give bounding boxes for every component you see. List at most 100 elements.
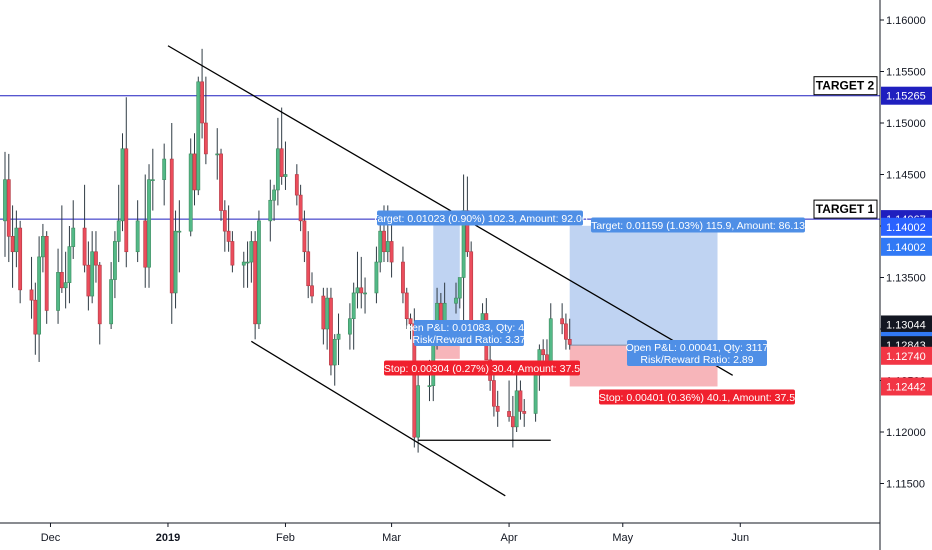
x-tick-label: Apr xyxy=(501,532,518,544)
x-tick-label: Feb xyxy=(276,532,295,544)
candle-body xyxy=(222,210,227,232)
candle-body xyxy=(359,287,364,294)
candle-body xyxy=(329,297,333,366)
x-tick-label: 2019 xyxy=(156,532,180,544)
candle-body xyxy=(90,251,95,297)
candle-body xyxy=(59,272,64,289)
candle-body xyxy=(109,279,114,325)
candle-body xyxy=(355,287,360,294)
candle-body xyxy=(336,333,341,340)
position2-stop-label-box xyxy=(599,389,795,405)
candle-body xyxy=(200,81,204,124)
y-tick-label: 1.15000 xyxy=(886,118,926,130)
position1-stop-label: Stop: 0.00304 (0.27%) 30.4, Amount: 37.5 xyxy=(384,363,580,375)
position1-open-label-box xyxy=(414,320,524,346)
position2-stop-label: Stop: 0.00401 (0.36%) 40.1, Amount: 37.5 xyxy=(599,392,795,404)
candle-body xyxy=(241,261,246,266)
price-badge xyxy=(881,346,932,365)
y-tick-label: 1.16000 xyxy=(886,15,926,27)
candle-body xyxy=(173,230,178,294)
price-badge xyxy=(881,315,932,334)
candle-body xyxy=(14,227,19,253)
position2-target-label: Target: 0.01159 (1.03%) 115.9, Amount: 8… xyxy=(591,220,805,232)
candle-body xyxy=(40,236,45,258)
candle-body xyxy=(332,338,337,366)
position-labels: Target: 0.01023 (0.90%) 102.3, Amount: 9… xyxy=(372,76,878,405)
candle-body xyxy=(3,179,7,222)
candle-body xyxy=(56,272,60,311)
candle-body xyxy=(230,241,235,266)
candle-body xyxy=(507,411,511,417)
price-badge-label: 1.14002 xyxy=(886,242,926,254)
position1-target-label: Target: 0.01023 (0.90%) 102.3, Amount: 9… xyxy=(372,213,588,225)
candle-body xyxy=(294,174,299,196)
candle-body xyxy=(275,148,280,191)
candle-body xyxy=(302,220,307,253)
target-label-box xyxy=(813,76,878,96)
candle-body xyxy=(169,158,174,294)
price-badge-label: 1.14002 xyxy=(886,222,926,234)
candle-body xyxy=(143,220,148,268)
candle-body xyxy=(298,194,303,222)
price-badge xyxy=(881,217,932,236)
candle-body xyxy=(67,246,72,283)
price-badge-label: 1.12442 xyxy=(886,381,926,393)
candle-body xyxy=(113,241,117,280)
y-tick-label: 1.14500 xyxy=(886,170,926,182)
candle-body xyxy=(120,148,125,222)
candle-body xyxy=(219,153,223,211)
candle-body xyxy=(310,285,314,297)
candle-body xyxy=(564,323,568,340)
candle-body xyxy=(541,349,546,356)
candle-body xyxy=(44,236,49,311)
candle-body xyxy=(71,227,76,247)
candle-body xyxy=(215,153,220,156)
candle-body xyxy=(135,220,140,253)
candle-body xyxy=(245,261,250,264)
target-label-box xyxy=(813,199,878,219)
position2-open-label-line2: Risk/Reward Ratio: 2.89 xyxy=(640,354,753,366)
candle-body xyxy=(124,148,129,253)
candle-body xyxy=(469,251,474,325)
candle-body xyxy=(82,227,87,266)
candle-body xyxy=(408,318,413,325)
candle-body xyxy=(382,230,386,253)
candle-body xyxy=(514,390,519,428)
position2-open-label-box xyxy=(627,340,767,366)
candle-body xyxy=(29,289,34,301)
candle-body xyxy=(567,338,572,345)
candle-body xyxy=(63,282,68,289)
x-tick-label: Mar xyxy=(382,532,401,544)
candle-body xyxy=(385,241,390,253)
candle-body xyxy=(389,241,394,263)
position1-open-label-line2: Risk/Reward Ratio: 3.37 xyxy=(412,334,525,346)
candle-body xyxy=(510,416,515,428)
candle-body xyxy=(283,174,288,177)
candle-body xyxy=(177,230,182,233)
y-tick-label: 1.15500 xyxy=(886,67,926,79)
candle-body xyxy=(279,148,284,177)
candle-body xyxy=(196,81,201,191)
y-tick-label: 1.13500 xyxy=(886,273,926,285)
position2-open-label-line1: Open P&L: 0.00041, Qty: 3117 xyxy=(626,342,769,354)
candle-body xyxy=(416,385,421,438)
candle-body xyxy=(495,405,500,412)
candle-body xyxy=(257,220,261,325)
candle-body xyxy=(378,230,383,263)
candle-body xyxy=(226,230,231,242)
candle-body xyxy=(351,292,356,320)
candle-body xyxy=(253,241,258,325)
candle-body xyxy=(86,264,91,297)
candle-body xyxy=(249,241,254,263)
candle-body xyxy=(306,251,311,287)
candle-body xyxy=(492,380,496,407)
candle-body xyxy=(363,292,367,295)
candle-body xyxy=(401,261,405,294)
candle-body xyxy=(6,179,11,237)
trendline xyxy=(251,340,506,497)
x-tick-label: May xyxy=(612,532,633,544)
candle-body xyxy=(522,411,527,414)
